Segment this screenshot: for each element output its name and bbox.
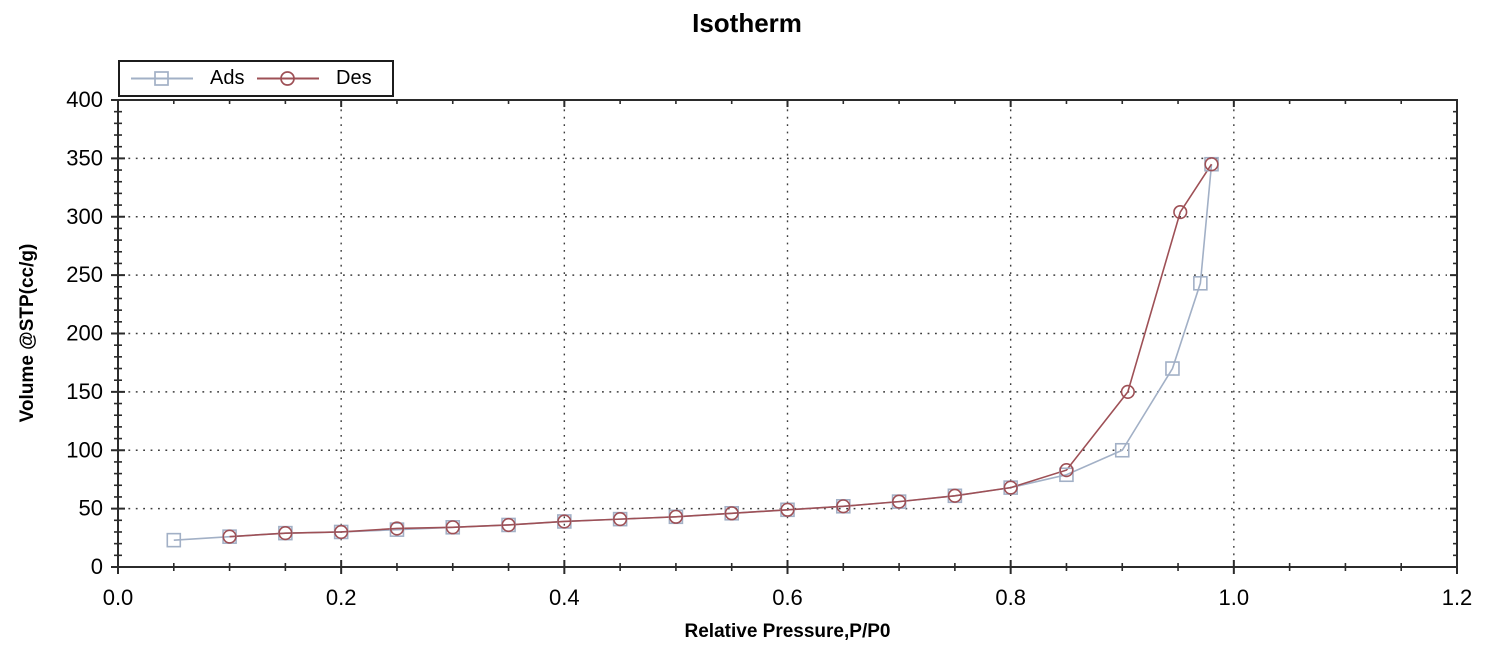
des-data-point bbox=[501, 517, 516, 533]
des-data-point bbox=[389, 521, 405, 536]
ads-series-line bbox=[173, 164, 1213, 541]
des-data-point bbox=[557, 514, 572, 529]
des-data-point bbox=[334, 524, 349, 540]
legend-item-des: Des bbox=[256, 67, 382, 90]
x-tick-label: 0.0 bbox=[103, 585, 134, 610]
des-data-point bbox=[1204, 157, 1219, 172]
des-data-point bbox=[891, 494, 907, 509]
x-tick-label: 1.0 bbox=[1219, 585, 1250, 610]
des-data-point bbox=[780, 502, 795, 517]
des-data-point bbox=[1003, 480, 1018, 495]
legend: Ads Des bbox=[118, 60, 394, 97]
des-legend-marker bbox=[257, 71, 319, 86]
y-tick-label: 400 bbox=[66, 87, 103, 112]
y-tick-label: 100 bbox=[66, 437, 103, 462]
ads-legend-marker bbox=[131, 71, 193, 86]
des-data-point bbox=[836, 499, 851, 514]
x-tick-labels: 0.0 0.2 0.4 0.6 0.8 1.0 1.2 bbox=[103, 585, 1473, 610]
legend-label-des: Des bbox=[336, 67, 372, 89]
des-data-point bbox=[445, 520, 460, 535]
y-tick-label: 350 bbox=[66, 145, 103, 170]
des-data-point bbox=[278, 526, 293, 541]
y-tick-label: 50 bbox=[79, 496, 103, 521]
ads-data-point bbox=[1114, 442, 1130, 458]
des-legend-circle bbox=[280, 71, 295, 86]
des-data-point bbox=[1120, 384, 1135, 399]
ads-data-point bbox=[1059, 467, 1074, 483]
chart-title: Isotherm bbox=[692, 8, 802, 38]
des-series-line bbox=[229, 163, 1213, 538]
des-data-point bbox=[1173, 204, 1188, 220]
des-data-point bbox=[947, 488, 962, 503]
legend-item-ads: Ads bbox=[130, 67, 256, 90]
des-data-point bbox=[724, 506, 739, 521]
ads-data-point bbox=[166, 532, 182, 548]
x-tick-label: 0.6 bbox=[772, 585, 803, 610]
y-tick-label: 200 bbox=[66, 321, 103, 346]
des-data-point bbox=[613, 512, 628, 527]
y-tick-labels: 0 50 100 150 200 250 300 350 400 bbox=[66, 87, 103, 579]
ads-series-markers bbox=[166, 156, 1219, 548]
y-tick-label: 300 bbox=[66, 204, 103, 229]
x-tick-label: 0.2 bbox=[326, 585, 357, 610]
y-tick-label: 250 bbox=[66, 262, 103, 287]
ads-data-point bbox=[1193, 275, 1208, 291]
des-data-point bbox=[668, 509, 684, 524]
des-data-point bbox=[222, 529, 237, 544]
y-tick-label: 0 bbox=[91, 554, 103, 579]
des-data-point bbox=[1059, 462, 1074, 478]
des-series-markers bbox=[222, 157, 1219, 544]
y-axis-title: Volume @STP(cc/g) bbox=[17, 243, 38, 423]
ads-legend-square bbox=[154, 71, 169, 86]
legend-label-ads: Ads bbox=[210, 67, 245, 89]
x-tick-label: 1.2 bbox=[1442, 585, 1473, 610]
x-tick-label: 0.8 bbox=[995, 585, 1026, 610]
ads-data-point bbox=[1165, 361, 1180, 376]
y-tick-label: 150 bbox=[66, 379, 103, 404]
tick-marks bbox=[111, 99, 1458, 574]
x-axis-title: Relative Pressure,P/P0 bbox=[684, 621, 891, 642]
gridlines bbox=[121, 102, 1447, 565]
x-tick-label: 0.4 bbox=[549, 585, 580, 610]
